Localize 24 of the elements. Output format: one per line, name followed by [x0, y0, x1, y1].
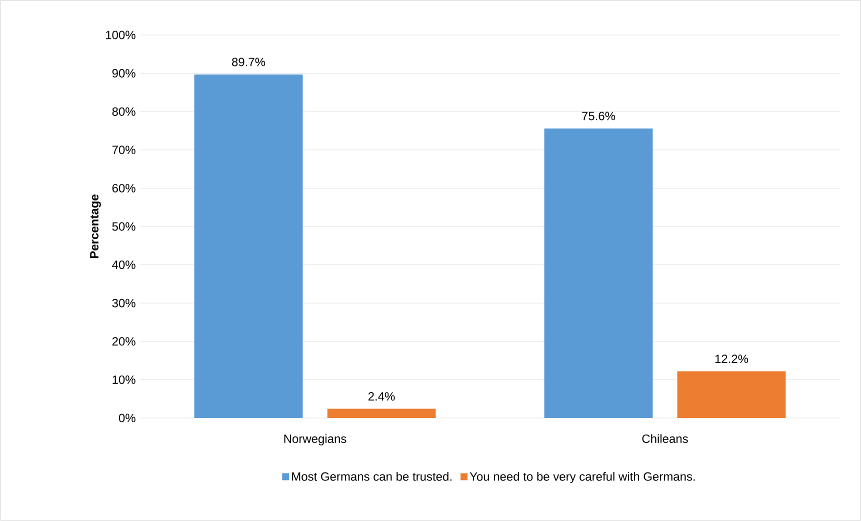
data-label: 2.4%: [368, 392, 395, 401]
y-tick-label: 20%: [112, 337, 136, 346]
data-label: 89.7%: [232, 58, 266, 66]
x-tick-label: Chileans: [642, 434, 688, 443]
legend-label: Most Germans can be trusted.: [292, 472, 452, 481]
data-label: 75.6%: [582, 112, 616, 120]
legend-label: You need to be very careful with Germans.: [470, 472, 695, 484]
y-axis-title: Percentage: [90, 194, 101, 258]
y-tick-label: 80%: [112, 107, 136, 116]
bar: [677, 371, 786, 418]
y-tick-label: 30%: [112, 298, 136, 308]
x-tick-label: Norwegians: [284, 434, 346, 446]
y-tick-label: 10%: [112, 375, 136, 384]
bar: [194, 74, 303, 418]
data-label: 12.2%: [715, 354, 748, 364]
y-tick-label: 50%: [112, 222, 136, 231]
bar: [327, 408, 436, 418]
y-tick-label: 40%: [112, 260, 136, 270]
y-tick-label: 60%: [112, 184, 136, 192]
y-tick-label: 100%: [106, 30, 136, 40]
y-tick-label: 90%: [112, 69, 136, 78]
bar: [544, 128, 653, 418]
y-tick-label: 70%: [112, 146, 136, 154]
y-tick-label: 0%: [118, 414, 136, 422]
